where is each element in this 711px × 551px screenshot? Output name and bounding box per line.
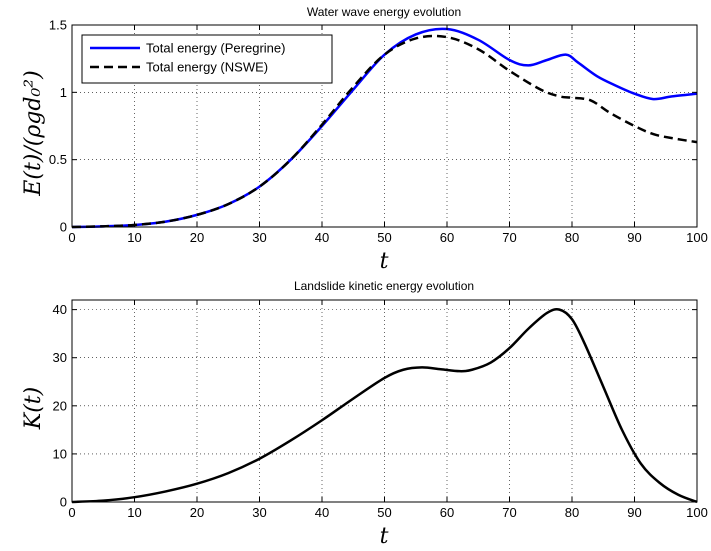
y-tick-label: 0: [60, 495, 67, 510]
x-tick-label: 40: [315, 230, 329, 245]
x-tick-label: 0: [68, 230, 75, 245]
y-axis-label: E(t)/(ρgd₀²): [21, 70, 46, 196]
x-tick-label: 40: [315, 505, 329, 520]
x-tick-label: 70: [502, 505, 516, 520]
chart-title: Water wave energy evolution: [307, 5, 461, 19]
x-tick-label: 20: [190, 230, 204, 245]
x-tick-label: 50: [377, 505, 391, 520]
x-tick-label: 30: [252, 230, 266, 245]
x-tick-label: 60: [440, 505, 454, 520]
x-tick-label: 60: [440, 230, 454, 245]
series-line-0: [71, 308, 698, 504]
x-tick-label: 100: [686, 230, 708, 245]
x-tick-label: 50: [377, 230, 391, 245]
y-tick-label: 40: [53, 302, 67, 317]
x-tick-label: 80: [565, 230, 579, 245]
x-tick-label: 70: [502, 230, 516, 245]
legend-label: Total energy (Peregrine): [146, 41, 285, 56]
y-axis-label: K(t): [21, 387, 46, 430]
x-tick-label: 30: [252, 505, 266, 520]
water-wave-energy-chart: Water wave energy evolution t E(t)/(ρgd₀…: [21, 5, 708, 274]
y-tick-label: 20: [53, 398, 67, 413]
landslide-kinetic-energy-chart: Landslide kinetic energy evolution t K(t…: [21, 279, 708, 549]
y-tick-label: 10: [53, 446, 67, 461]
y-tick-label: 0.5: [49, 152, 67, 167]
x-tick-label: 10: [127, 230, 141, 245]
x-axis-label: t: [380, 249, 389, 274]
x-tick-label: 90: [627, 505, 641, 520]
x-tick-label: 90: [627, 230, 641, 245]
x-tick-label: 10: [127, 505, 141, 520]
x-axis-label: t: [380, 524, 389, 549]
x-tick-label: 80: [565, 505, 579, 520]
x-tick-label: 0: [68, 505, 75, 520]
legend: Total energy (Peregrine) Total energy (NS…: [81, 34, 333, 84]
chart-title: Landslide kinetic energy evolution: [294, 279, 474, 293]
y-tick-label: 1.5: [49, 18, 67, 33]
y-tick-label: 0: [60, 220, 67, 235]
y-tick-label: 1: [60, 85, 67, 100]
legend-label: Total energy (NSWE): [146, 60, 268, 75]
legend-box: [81, 34, 333, 84]
y-tick-label: 30: [53, 350, 67, 365]
series-line-1: [71, 34, 698, 229]
x-tick-label: 100: [686, 505, 708, 520]
x-tick-label: 20: [190, 505, 204, 520]
